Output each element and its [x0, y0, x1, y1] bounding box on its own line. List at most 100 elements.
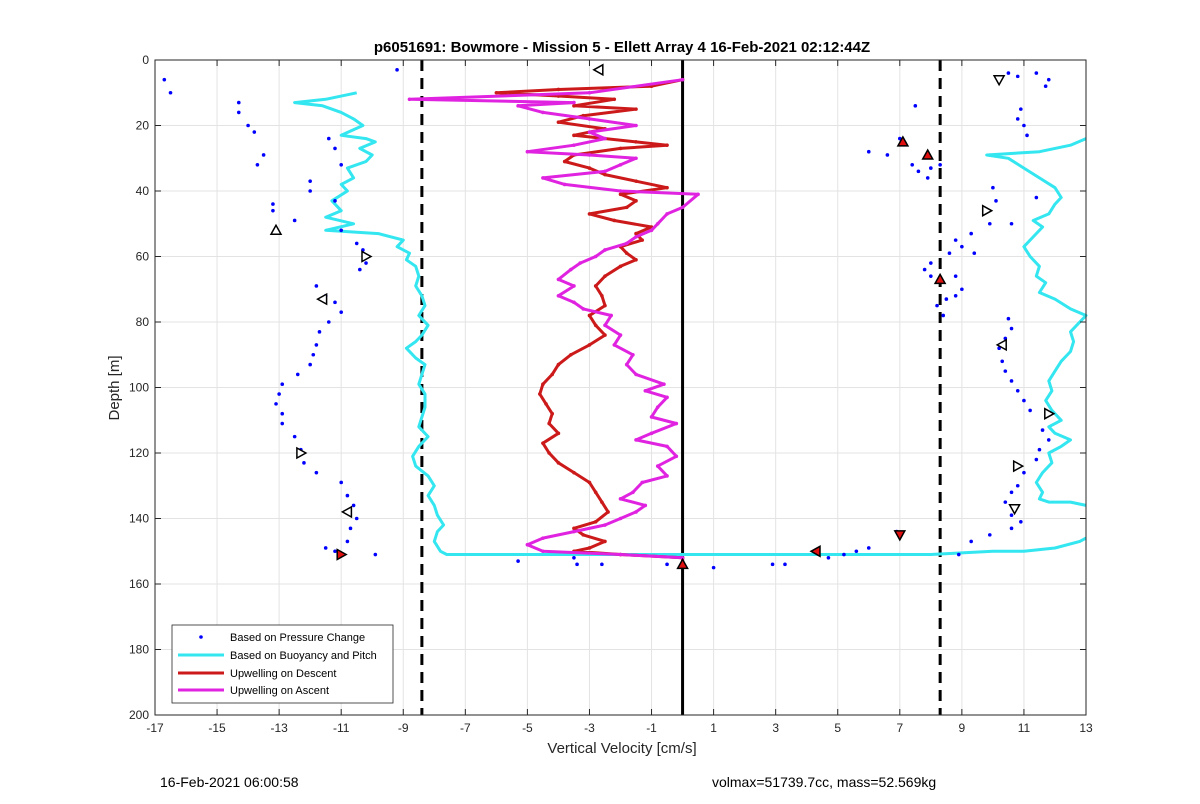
series-line — [293, 91, 1087, 556]
pressure-point — [711, 565, 716, 570]
pressure-point — [935, 303, 939, 308]
series-vertex — [547, 421, 551, 426]
pressure-point — [280, 421, 285, 426]
series-vertex — [541, 549, 545, 554]
pressure-point — [600, 562, 604, 567]
pressure-point — [373, 552, 378, 557]
pressure-point — [1009, 526, 1014, 531]
x-tick-label: -7 — [460, 721, 471, 735]
series-vertex — [572, 284, 576, 288]
series-vertex — [624, 251, 629, 256]
axes: -17 -15 -13 -11 -9 -7 -5 -3 -1 1 3 5 7 9 11 13020406080… — [129, 53, 1093, 735]
x-tick-label: -11 — [333, 721, 350, 735]
y-tick-label: 160 — [129, 577, 149, 591]
pressure-point — [972, 251, 977, 256]
pressure-point — [953, 274, 958, 278]
series-vertex — [572, 133, 576, 138]
pressure-point — [991, 185, 995, 190]
series-vertex — [556, 362, 561, 367]
pressure-point — [960, 244, 964, 249]
pressure-point — [953, 238, 958, 242]
series-vertex — [603, 323, 607, 328]
series-vertex — [680, 205, 685, 210]
series-vertex — [618, 189, 623, 193]
pressure-point — [1019, 519, 1023, 524]
series-vertex — [556, 87, 561, 92]
x-tick-label: -15 — [208, 721, 226, 735]
series-vertex — [665, 212, 669, 216]
series-vertex — [634, 257, 638, 262]
triangle-marker — [809, 545, 821, 558]
x-tick-label: 1 — [710, 721, 717, 735]
pressure-point — [252, 130, 257, 134]
series-vertex — [562, 182, 567, 187]
pressure-point — [323, 546, 328, 550]
pressure-point — [866, 546, 871, 550]
pressure-point — [1022, 123, 1026, 128]
pressure-point — [236, 110, 241, 115]
series-vertex — [634, 372, 638, 377]
series-vertex — [593, 284, 598, 288]
series-vertex — [603, 136, 607, 141]
pressure-point — [1034, 71, 1039, 75]
y-tick-label: 80 — [136, 315, 150, 329]
pressure-point — [277, 392, 281, 396]
series-vertex — [541, 176, 545, 180]
series-vertex — [562, 159, 567, 164]
series-vertex — [612, 97, 617, 102]
series-vertex — [556, 277, 561, 282]
pressure-point — [938, 163, 942, 167]
series-vertex — [525, 149, 530, 154]
series-vertex — [587, 343, 592, 347]
pressure-point — [162, 77, 167, 82]
series-vertex — [587, 480, 592, 485]
pressure-point — [826, 556, 831, 560]
series-vertex — [649, 228, 654, 233]
pressure-point — [941, 313, 946, 318]
pressure-point — [339, 228, 344, 233]
pressure-point — [1022, 398, 1026, 403]
series-vertex — [538, 392, 542, 396]
series-vertex — [634, 123, 638, 128]
pressure-point — [302, 461, 306, 465]
series-vertex — [525, 542, 530, 547]
pressure-point — [1040, 428, 1045, 432]
pressure-point — [271, 202, 275, 206]
pressure-point — [308, 362, 312, 367]
pressure-point — [1009, 221, 1014, 226]
x-tick-label: -3 — [584, 721, 595, 735]
pressure-point — [1006, 71, 1011, 75]
triangle-marker — [893, 530, 907, 542]
series-vertex — [569, 352, 573, 357]
series-vertex — [541, 536, 545, 540]
series-vertex — [634, 156, 638, 161]
series-vertex — [665, 444, 669, 449]
triangle-marker — [933, 272, 947, 285]
pressure-point — [953, 294, 958, 298]
pressure-point — [280, 382, 285, 387]
triangle-marker — [981, 204, 994, 217]
pressure-point — [333, 146, 337, 151]
triangle-marker — [336, 548, 348, 561]
series-vertex — [665, 185, 669, 190]
series-vertex — [593, 519, 598, 524]
triangle-marker — [995, 338, 1007, 352]
triangle-marker — [340, 505, 353, 519]
series-vertex — [618, 552, 623, 557]
pressure-point — [339, 163, 344, 167]
series-vertex — [634, 231, 638, 236]
series-vertex — [578, 261, 582, 265]
x-tick-label: -17 — [146, 721, 164, 735]
series-vertex — [634, 199, 638, 203]
y-tick-label: 180 — [129, 643, 149, 657]
x-tick-label: -13 — [270, 721, 288, 735]
series-vertex — [556, 120, 561, 125]
x-tick-label: 7 — [896, 721, 903, 735]
series-vertex — [674, 454, 679, 459]
pressure-point — [292, 218, 297, 223]
pressure-point — [770, 562, 775, 567]
pressure-point — [987, 533, 992, 537]
pressure-point — [333, 549, 337, 554]
series-vertex — [618, 497, 623, 501]
pressure-point — [1003, 500, 1008, 504]
